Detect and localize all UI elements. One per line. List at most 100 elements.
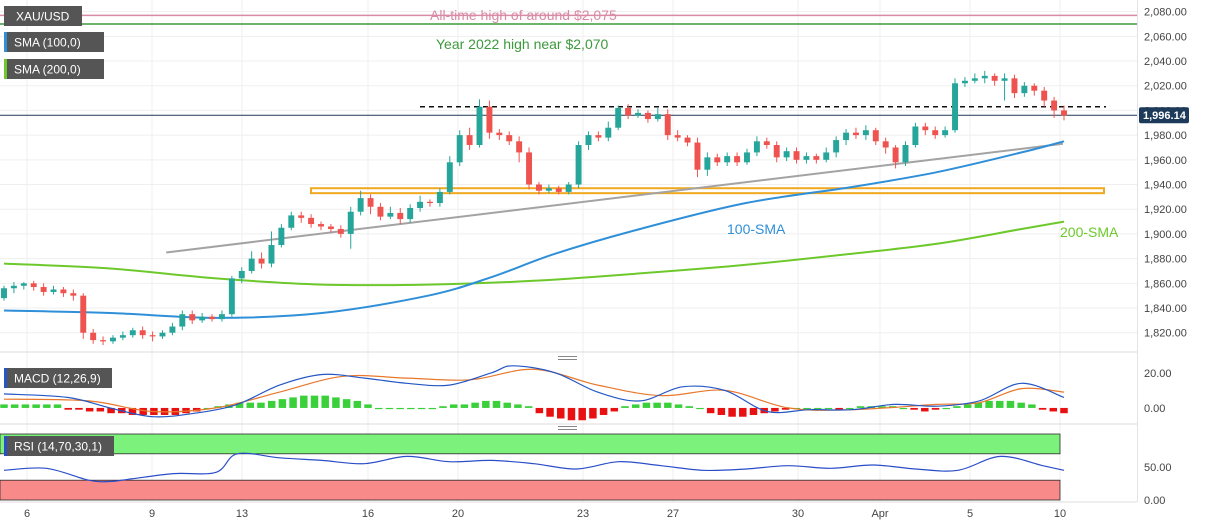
candle xyxy=(922,122,929,136)
macd-histogram-bar xyxy=(985,400,993,408)
macd-histogram-bar xyxy=(749,407,758,415)
candle-body xyxy=(595,135,602,138)
candle-body xyxy=(605,127,612,138)
macd-histogram-bar xyxy=(631,404,640,408)
x-tick-label: 30 xyxy=(792,508,804,520)
candle-body xyxy=(278,227,285,246)
candle-body xyxy=(1011,78,1018,94)
rsi-resize-handle[interactable] xyxy=(555,424,579,432)
candle xyxy=(565,182,572,195)
candle xyxy=(526,147,533,190)
candle-body xyxy=(714,157,721,163)
x-tick-label: 16 xyxy=(362,508,374,520)
macd-histogram-bar xyxy=(706,407,715,414)
macd-histogram-bar xyxy=(353,400,362,408)
candle-body xyxy=(823,152,830,160)
macd-histogram-bar xyxy=(685,406,693,408)
macd-histogram-bar xyxy=(771,407,779,412)
candle xyxy=(129,327,136,338)
rsi-legend-label: RSI (14,70,30,1) xyxy=(14,440,102,454)
candle-body xyxy=(486,106,493,133)
candle xyxy=(20,282,27,290)
macd-tick-label: 20.00 xyxy=(1144,368,1172,380)
candle xyxy=(30,280,37,291)
candle-body xyxy=(744,152,750,163)
candle-body xyxy=(1,288,7,299)
candle-body xyxy=(793,151,800,160)
candle-body xyxy=(129,330,136,336)
candle-body xyxy=(922,126,929,131)
candle xyxy=(862,125,869,141)
macd-resize-handle[interactable] xyxy=(555,354,579,362)
sma200-legend[interactable]: SMA (200,0) xyxy=(4,59,104,79)
macd-legend-label: MACD (12,26,9) xyxy=(14,372,101,386)
candle xyxy=(70,289,77,301)
candle xyxy=(545,184,552,194)
candle xyxy=(1021,82,1028,97)
candle xyxy=(625,104,632,120)
candle xyxy=(357,190,364,216)
candle xyxy=(228,275,235,317)
candle-body xyxy=(644,112,651,120)
candle xyxy=(456,130,463,167)
x-tick-label: 10 xyxy=(1054,508,1066,520)
candle-body xyxy=(585,135,592,146)
price-tick-label: 1,860.00 xyxy=(1144,278,1187,290)
symbol-badge[interactable]: XAU/USD xyxy=(4,6,82,26)
candle-body xyxy=(1061,110,1067,116)
candle-body xyxy=(397,212,404,220)
candle-body xyxy=(139,330,146,336)
candle xyxy=(813,153,820,164)
macd-legend[interactable]: MACD (12,26,9) xyxy=(4,368,112,388)
candle xyxy=(833,136,840,158)
candle xyxy=(1011,74,1018,99)
candle-body xyxy=(625,107,632,116)
candle xyxy=(823,147,830,163)
rsi-legend[interactable]: RSI (14,70,30,1) xyxy=(4,436,114,456)
macd-histogram-bar xyxy=(449,404,458,408)
candle-body xyxy=(337,228,344,234)
candle xyxy=(615,105,622,131)
candle xyxy=(476,99,483,148)
price-tick-label: 1,880.00 xyxy=(1144,254,1187,266)
macd-histogram-bar xyxy=(878,406,886,408)
sma100-legend[interactable]: SMA (100,0) xyxy=(4,32,104,52)
macd-histogram-bar xyxy=(471,402,479,408)
macd-histogram-bar xyxy=(375,407,383,410)
macd-histogram-bar xyxy=(192,407,201,412)
candle-body xyxy=(90,332,97,341)
candle-body xyxy=(575,145,582,185)
candle-body xyxy=(892,147,899,163)
candle-body xyxy=(228,278,235,315)
macd-histogram-bar xyxy=(482,400,490,408)
candle-body xyxy=(446,162,453,192)
candle-body xyxy=(981,75,988,79)
macd-histogram-bar xyxy=(589,407,597,419)
candle-body xyxy=(1051,100,1058,111)
macd-histogram-bar xyxy=(235,402,244,408)
candle xyxy=(417,195,424,212)
candle-body xyxy=(199,316,206,321)
rsi-oversold-zone xyxy=(0,479,1061,501)
candle-body xyxy=(298,215,305,218)
macd-histogram-bar xyxy=(557,407,565,419)
candle-body xyxy=(833,140,840,153)
macd-histogram-bar xyxy=(824,407,833,410)
macd-histogram-bar xyxy=(75,407,83,410)
candle xyxy=(724,152,731,167)
candle-body xyxy=(813,156,820,160)
candle xyxy=(684,135,691,147)
candle-body xyxy=(773,145,780,158)
macd-histogram-bar xyxy=(53,404,62,408)
candle xyxy=(159,330,166,339)
candle xyxy=(119,331,126,341)
candle-body xyxy=(248,258,255,271)
x-tick-label: 5 xyxy=(967,508,973,520)
candle-body xyxy=(367,198,374,207)
candle xyxy=(585,131,592,150)
candle xyxy=(694,137,701,178)
macd-histogram-bar xyxy=(182,407,190,414)
price-tick-label: 2,020.00 xyxy=(1144,81,1187,93)
candle-body xyxy=(843,132,850,141)
candle xyxy=(347,206,354,249)
